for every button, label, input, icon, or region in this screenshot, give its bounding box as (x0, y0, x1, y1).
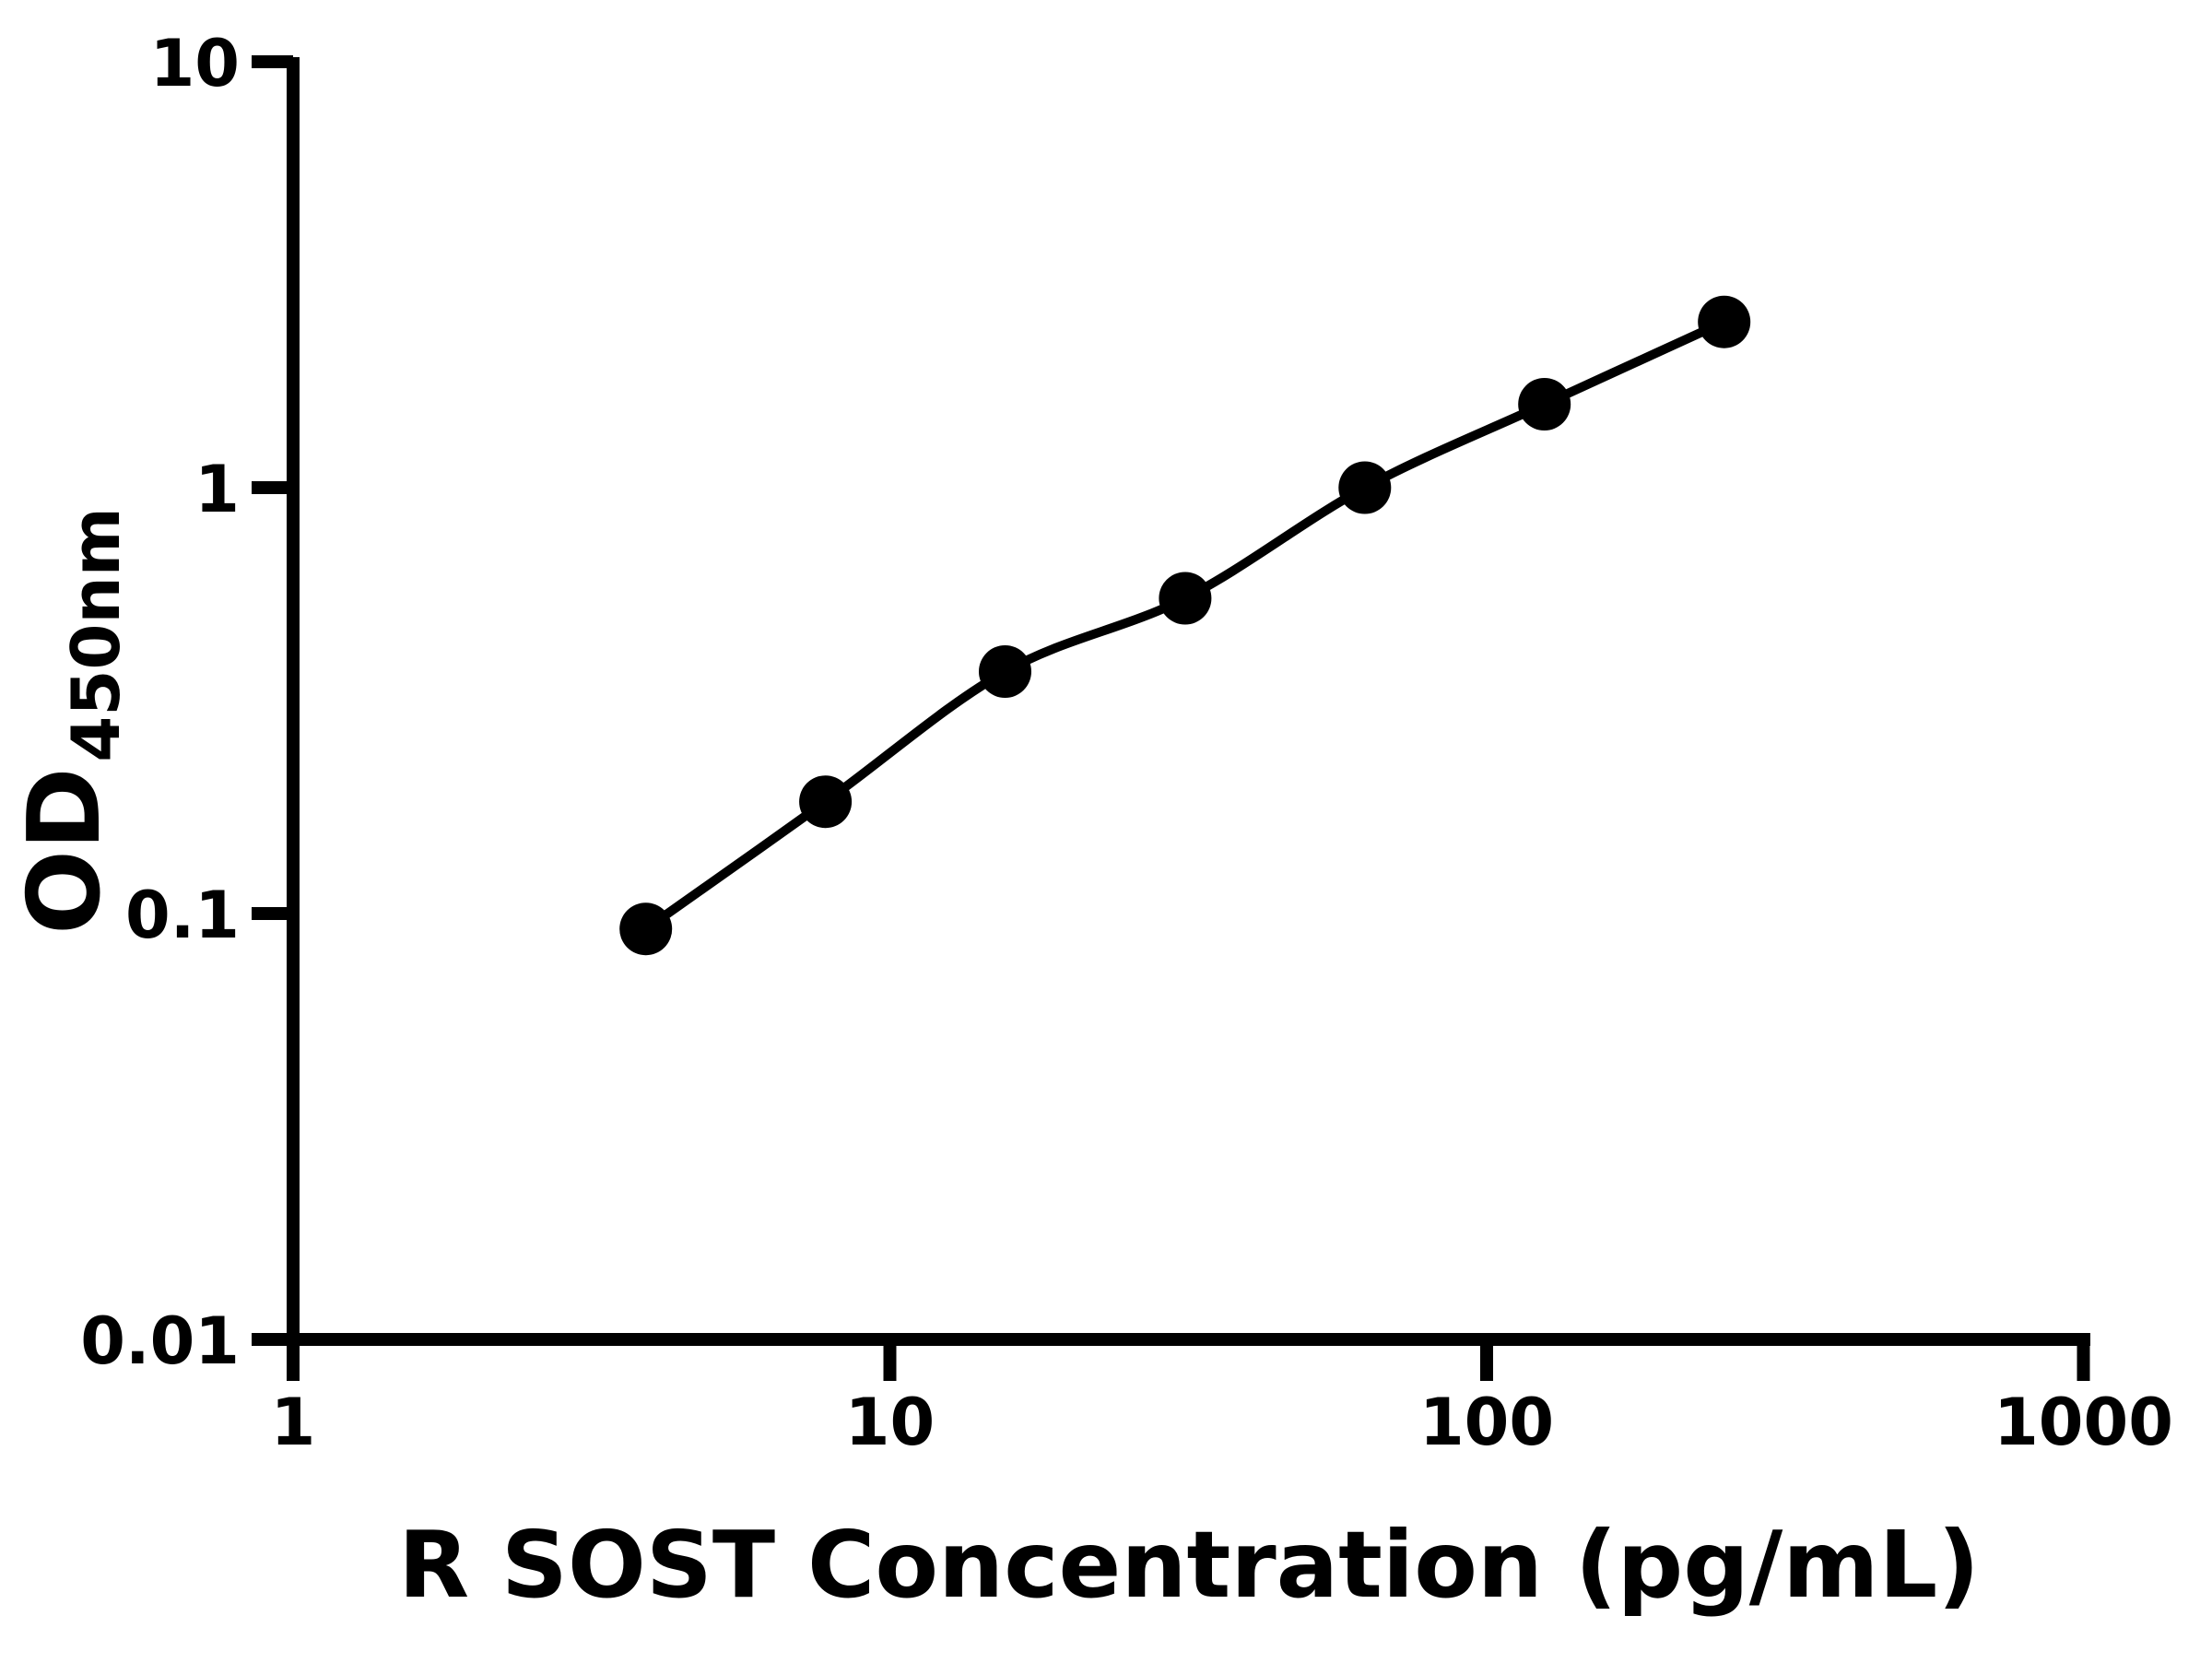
y-tick-label: 0.1 (125, 878, 240, 953)
x-tick-label: 1000 (1994, 1385, 2173, 1460)
data-points (619, 295, 1751, 956)
y-axis-title-subscript: 450nm (57, 507, 135, 762)
y-tick-label: 10 (150, 26, 240, 101)
y-axis-title: OD 450nm (7, 507, 135, 935)
x-axis-title: R SOST Concentration (pg/mL) (398, 1511, 1980, 1619)
data-point (1698, 295, 1751, 348)
axis-tick-labels: 1 10 100 1000 0.01 0.1 1 10 (80, 26, 2173, 1460)
x-tick-label: 1 (271, 1385, 316, 1460)
data-point (1338, 461, 1392, 514)
data-point (619, 902, 673, 956)
data-point (979, 645, 1031, 698)
axes (287, 57, 2090, 1346)
x-tick-label: 10 (845, 1385, 935, 1460)
y-tick-label: 0.01 (80, 1303, 240, 1379)
y-tick-label: 1 (194, 452, 240, 527)
data-point (799, 775, 853, 829)
axis-ticks (252, 55, 2090, 1381)
data-point (1518, 378, 1571, 430)
y-axis-title-main: OD (7, 767, 123, 934)
x-tick-label: 100 (1419, 1385, 1554, 1460)
data-point (1159, 572, 1212, 625)
